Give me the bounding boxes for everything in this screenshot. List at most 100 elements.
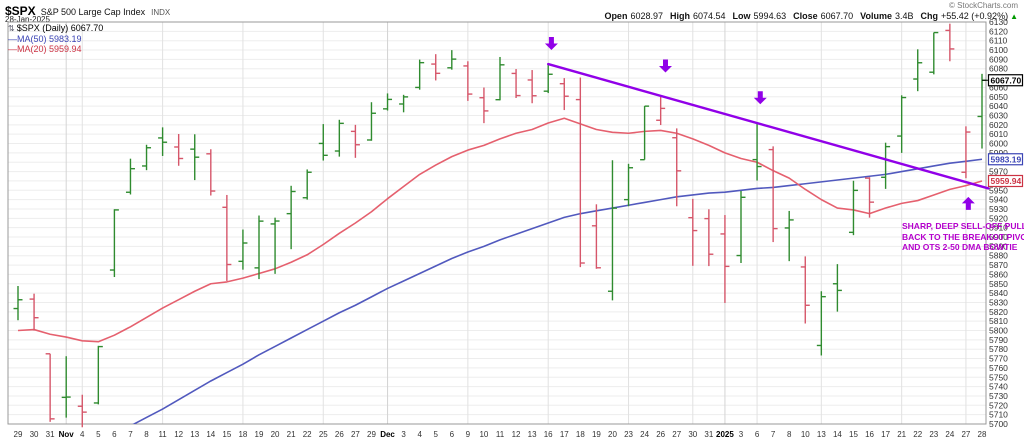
ohlc-bar <box>784 210 794 262</box>
quote-summary-row: Open 6028.97 High 6074.54 Low 5994.63 Close 606… <box>597 11 1018 21</box>
price-tick-label: 5970 <box>989 167 1008 177</box>
ohlc-bar <box>286 185 296 250</box>
ohlc-bar <box>125 158 135 195</box>
ma20-line <box>17 117 983 343</box>
date-tick-label: 18 <box>576 430 585 439</box>
price-tick-label: 6110 <box>989 36 1008 46</box>
ohlc-bar <box>929 31 939 75</box>
quote-label: Close <box>793 11 818 21</box>
date-tick-label: 10 <box>801 430 810 439</box>
ohlc-bar <box>13 286 23 321</box>
quote-value: 6067.70 <box>820 11 854 21</box>
moving-averages <box>17 117 983 424</box>
date-tick-label: 21 <box>897 430 906 439</box>
date-tick-label: 19 <box>592 430 601 439</box>
price-tick-label: 5810 <box>989 316 1008 326</box>
ohlc-bar <box>768 146 778 243</box>
price-tick-label: 6080 <box>989 64 1008 74</box>
plot-frame <box>7 21 987 425</box>
ohlc-bar <box>318 124 328 161</box>
date-tick-label: 11 <box>158 430 167 439</box>
ohlc-bar <box>527 70 537 104</box>
date-tick-label: 12 <box>512 430 521 439</box>
date-tick-label: 24 <box>640 430 649 439</box>
price-tick-label: 5820 <box>989 307 1008 317</box>
price-box <box>987 153 1024 166</box>
price-tick-label: 5770 <box>989 354 1008 364</box>
date-tick-label: 18 <box>238 430 247 439</box>
ohlc-bar <box>881 142 891 189</box>
price-box <box>987 174 1024 188</box>
ohlc-bar <box>238 229 248 270</box>
ohlc-bar <box>511 69 521 99</box>
quote-value: 5994.63 <box>753 11 787 21</box>
date-tick-label: 13 <box>190 430 199 439</box>
ohlc-bar <box>640 105 650 161</box>
price-tick-label: 5930 <box>989 204 1008 214</box>
date-tick-label: 12 <box>174 430 183 439</box>
price-box-label: 5983.19 <box>991 154 1022 164</box>
ohlc-bar <box>93 345 103 405</box>
date-tick-label: 2025 <box>716 430 734 439</box>
date-tick-label: 6 <box>450 430 455 439</box>
quote-label: Open <box>604 11 628 21</box>
chart-header: $SPX S&P 500 Large Cap Index INDX <box>5 2 170 20</box>
date-tick-label: 5 <box>96 430 101 439</box>
price-tick-label: 5710 <box>989 410 1008 420</box>
ohlc-bar <box>45 353 55 422</box>
ohlc-bar <box>720 215 730 303</box>
down-arrow-icon <box>544 37 558 51</box>
legend-series-label: $SPX (Daily) 6067.70 <box>16 23 104 33</box>
ohlc-bar <box>174 133 184 166</box>
trendline <box>547 62 990 190</box>
ohlc-bar <box>575 77 585 268</box>
ohlc-bar <box>61 356 71 418</box>
date-tick-label: 11 <box>496 430 505 439</box>
ohlc-bar <box>607 160 617 301</box>
date-tick-label: 19 <box>255 430 264 439</box>
ohlc-bar <box>816 291 826 356</box>
quote-label: Chg <box>920 11 939 21</box>
date-tick-label: 15 <box>222 430 231 439</box>
ohlc-bar <box>447 50 457 70</box>
ohlc-bar <box>688 198 698 266</box>
date-tick-label: 15 <box>849 430 858 439</box>
date-tick-label: 20 <box>608 430 617 439</box>
ohlc-bar <box>591 204 601 269</box>
ohlc-bar <box>752 123 762 181</box>
downtrend-line <box>547 62 990 190</box>
price-tick-label: 5900 <box>989 232 1008 242</box>
date-tick-label: 16 <box>544 430 553 439</box>
date-tick-label: 22 <box>913 430 922 439</box>
price-tick-label: 5850 <box>989 279 1008 289</box>
date-tick-label: 27 <box>961 430 970 439</box>
date-tick-label: 20 <box>271 430 280 439</box>
date-tick-label: 25 <box>319 430 328 439</box>
price-tick-label: 5700 <box>989 419 1008 429</box>
ohlc-bar <box>656 96 666 126</box>
date-tick-label: 30 <box>30 430 39 439</box>
date-tick-label: 30 <box>688 430 697 439</box>
date-tick-label: 8 <box>787 430 792 439</box>
date-tick-label: 31 <box>704 430 713 439</box>
price-tick-label: 5830 <box>989 297 1008 307</box>
quote-value: 6074.54 <box>693 11 726 21</box>
ohlc-bar <box>913 49 923 92</box>
ohlc-bar <box>672 128 682 207</box>
price-tick-label: 5780 <box>989 344 1008 354</box>
price-tick-label: 6100 <box>989 45 1008 55</box>
ohlc-bar <box>848 180 858 236</box>
date-tick-label: 13 <box>528 430 537 439</box>
price-tick-label: 6060 <box>989 82 1008 92</box>
ohlc-bar <box>495 56 505 101</box>
price-tick-label: 5880 <box>989 251 1008 261</box>
symbol-label: $SPX <box>5 4 36 18</box>
ohlc-bar <box>302 169 312 200</box>
ohlc-bar <box>270 217 280 274</box>
up-arrow-icon <box>961 196 975 210</box>
ohlc-bar <box>431 54 441 81</box>
price-tick-label: 6130 <box>989 17 1008 27</box>
date-tick-label: 31 <box>46 430 55 439</box>
ohlc-bar <box>109 209 119 278</box>
price-tick-label: 5750 <box>989 372 1008 382</box>
